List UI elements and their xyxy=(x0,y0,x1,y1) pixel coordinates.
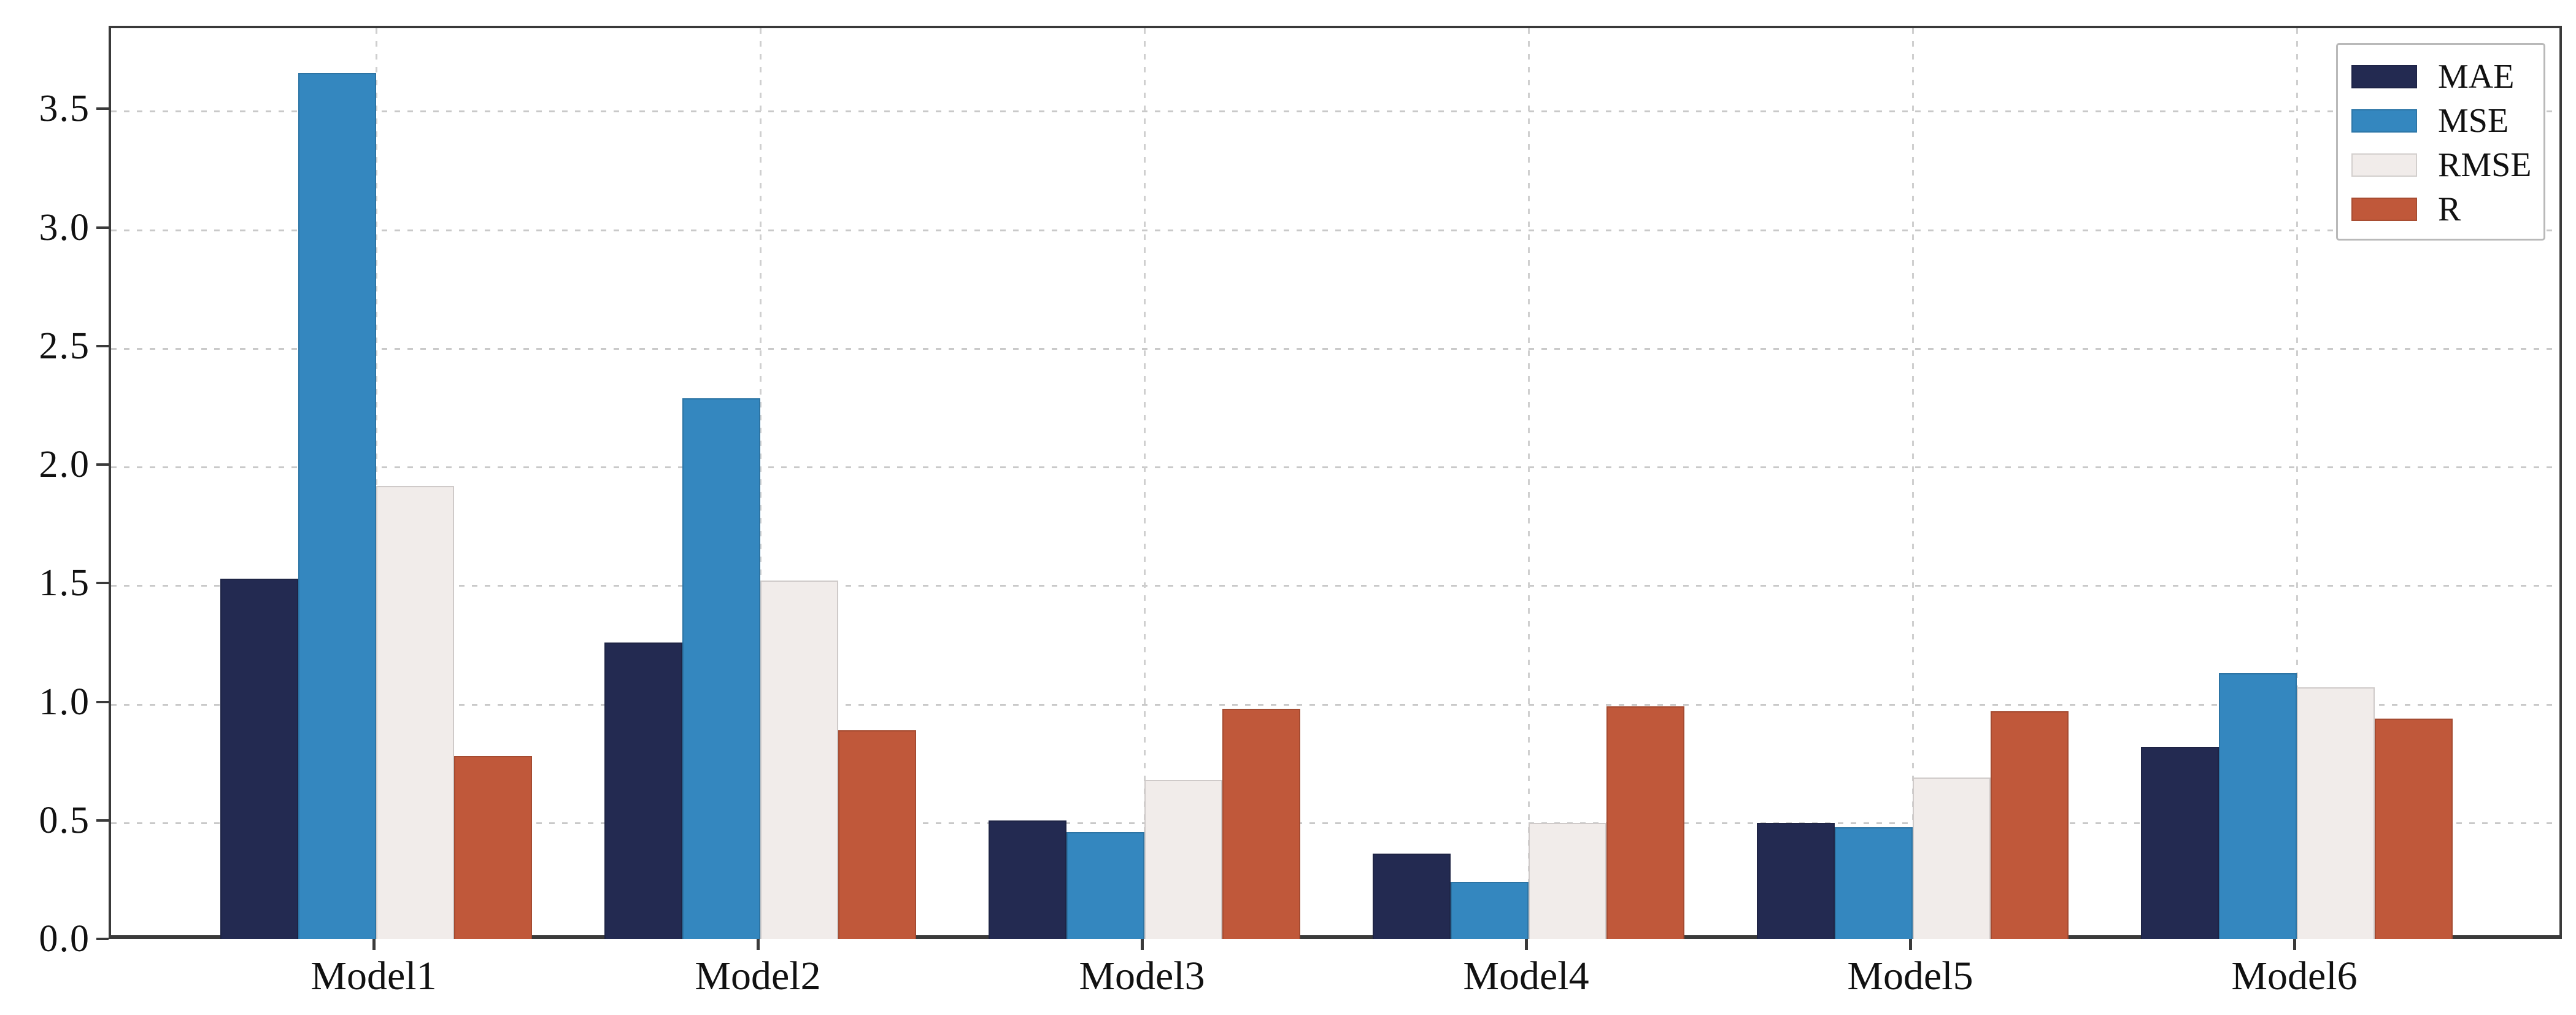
x-gridline xyxy=(1144,28,1146,935)
x-tick-mark xyxy=(2293,939,2296,950)
y-tick-label: 3.0 xyxy=(39,206,90,249)
y-tick-mark xyxy=(96,344,109,347)
x-tick-label: Model3 xyxy=(1079,954,1205,998)
bar-mae-model1 xyxy=(220,578,298,939)
bar-rmse-model5 xyxy=(1913,778,1991,939)
y-tick-label: 1.5 xyxy=(39,562,90,604)
x-gridline xyxy=(1912,28,1914,935)
legend-swatch-mse-icon xyxy=(2351,109,2417,133)
bar-mse-model1 xyxy=(298,73,376,939)
legend-box: MAE MSE RMSE R xyxy=(2336,43,2545,241)
y-gridline xyxy=(111,822,2559,824)
x-tick-mark xyxy=(1909,939,1912,950)
legend-row: R xyxy=(2351,187,2543,231)
y-tick-mark xyxy=(96,700,109,703)
bar-mae-model4 xyxy=(1373,853,1451,939)
y-tick-label: 2.5 xyxy=(39,325,90,367)
y-tick-mark xyxy=(96,107,109,110)
y-tick-mark xyxy=(96,582,109,585)
x-gridline xyxy=(1528,28,1530,935)
legend-label: R xyxy=(2438,190,2461,228)
x-gridline xyxy=(376,28,377,935)
y-gridline xyxy=(111,110,2559,113)
bar-rmse-model6 xyxy=(2297,687,2375,939)
bar-rmse-model3 xyxy=(1144,780,1222,939)
bar-r-model3 xyxy=(1222,709,1300,939)
bar-mse-model5 xyxy=(1835,827,1913,939)
y-tick-mark xyxy=(96,938,109,940)
x-tick-label: Model4 xyxy=(1463,954,1589,998)
legend-swatch-mae-icon xyxy=(2351,65,2417,88)
y-gridline xyxy=(111,703,2559,706)
x-tick-mark xyxy=(757,939,760,950)
legend-label: MSE xyxy=(2438,102,2509,140)
bar-rmse-model4 xyxy=(1529,822,1606,939)
x-tick-mark xyxy=(1525,939,1528,950)
y-tick-label: 1.0 xyxy=(39,681,90,723)
y-tick-mark xyxy=(96,819,109,822)
bar-r-model1 xyxy=(454,756,532,939)
plot-area xyxy=(109,26,2562,939)
y-tick-label: 3.5 xyxy=(39,88,90,130)
bar-r-model4 xyxy=(1606,706,1684,939)
bar-mae-model6 xyxy=(2141,746,2219,939)
y-gridline xyxy=(111,585,2559,587)
bar-mse-model4 xyxy=(1451,882,1529,939)
x-tick-label: Model6 xyxy=(2231,954,2358,998)
bar-mae-model5 xyxy=(1757,822,1835,939)
x-tick-label: Model5 xyxy=(1847,954,1973,998)
legend-row: RMSE xyxy=(2351,143,2543,187)
y-gridline xyxy=(111,466,2559,468)
y-tick-label: 0.5 xyxy=(39,799,90,841)
y-tick-mark xyxy=(96,463,109,466)
bar-r-model2 xyxy=(838,730,916,939)
bar-mae-model2 xyxy=(604,642,682,939)
x-tick-label: Model2 xyxy=(695,954,821,998)
y-tick-label: 2.0 xyxy=(39,444,90,485)
x-tick-mark xyxy=(1141,939,1144,950)
x-gridline xyxy=(760,28,762,935)
x-gridline xyxy=(2296,28,2298,935)
x-tick-label: Model1 xyxy=(310,954,437,998)
bar-rmse-model2 xyxy=(760,581,838,939)
legend-row: MSE xyxy=(2351,99,2543,143)
legend-label: RMSE xyxy=(2438,146,2532,184)
bar-mse-model2 xyxy=(682,398,760,939)
bar-r-model5 xyxy=(1991,711,2069,939)
legend-label: MAE xyxy=(2438,58,2515,96)
legend-row: MAE xyxy=(2351,55,2543,99)
bar-rmse-model1 xyxy=(376,485,454,939)
bar-mse-model3 xyxy=(1066,832,1144,939)
bar-mae-model3 xyxy=(989,820,1066,939)
y-gridline xyxy=(111,229,2559,231)
bar-mse-model6 xyxy=(2219,673,2297,939)
bar-r-model6 xyxy=(2375,718,2453,939)
y-gridline xyxy=(111,347,2559,350)
y-tick-mark xyxy=(96,226,109,229)
y-tick-label: 0.0 xyxy=(39,918,90,960)
legend-swatch-rmse-icon xyxy=(2351,153,2417,177)
x-tick-mark xyxy=(372,939,376,950)
legend-swatch-r-icon xyxy=(2351,198,2417,221)
